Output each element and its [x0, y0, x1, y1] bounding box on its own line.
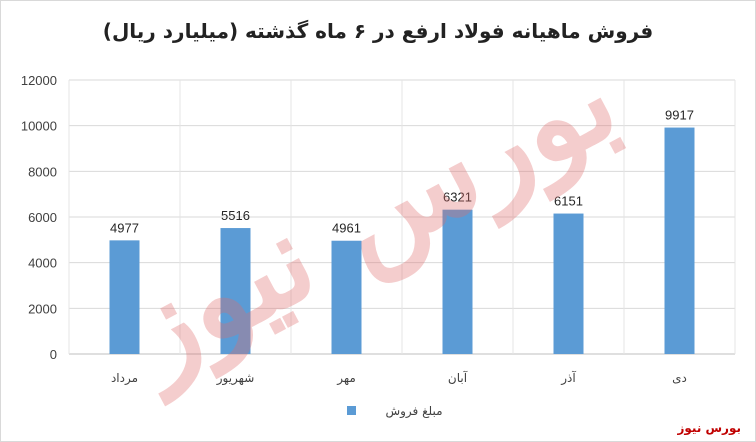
- x-tick-label: آذر: [560, 370, 576, 386]
- x-tick-label: آبان: [448, 370, 468, 385]
- bar[interactable]: [664, 127, 695, 355]
- x-tick-label: دی: [672, 371, 687, 385]
- x-tick-label: شهریور: [216, 371, 255, 386]
- chart-title: فروش ماهیانه فولاد ارفع در ۶ ماه گذشته (…: [102, 19, 654, 43]
- label-layer: 4977 5516 4961 6321 6151 9917: [110, 108, 694, 236]
- bar[interactable]: [442, 209, 473, 354]
- y-tick-label: 12000: [21, 73, 57, 88]
- y-tick-label: 10000: [21, 119, 57, 134]
- y-tick-label: 6000: [28, 210, 57, 225]
- y-tick-label: 0: [50, 347, 57, 362]
- data-label: 4977: [110, 220, 139, 235]
- bar[interactable]: [331, 240, 362, 354]
- legend-label: مبلغ فروش: [385, 404, 442, 419]
- bar-layer: [109, 127, 695, 355]
- source-credit: بورس نیوز: [677, 421, 741, 435]
- x-tick-label: مرداد: [111, 371, 138, 386]
- data-label: 6321: [443, 190, 472, 205]
- x-tick-label: مهر: [336, 371, 356, 386]
- data-label: 4961: [332, 221, 361, 236]
- axis-layer: 0 2000 4000 6000 8000 10000 12000 مرداد شهریور مه…: [21, 73, 687, 386]
- legend-swatch: [347, 406, 356, 415]
- y-tick-label: 2000: [28, 301, 57, 316]
- bar[interactable]: [553, 213, 584, 354]
- grid-layer: [68, 79, 736, 355]
- data-label: 6151: [554, 194, 583, 209]
- bar[interactable]: [220, 228, 251, 354]
- y-tick-label: 8000: [28, 164, 57, 179]
- data-label: 9917: [665, 108, 694, 123]
- bar[interactable]: [109, 240, 140, 354]
- legend: مبلغ فروش: [347, 404, 443, 419]
- y-tick-label: 4000: [28, 256, 57, 271]
- data-label: 5516: [221, 208, 250, 223]
